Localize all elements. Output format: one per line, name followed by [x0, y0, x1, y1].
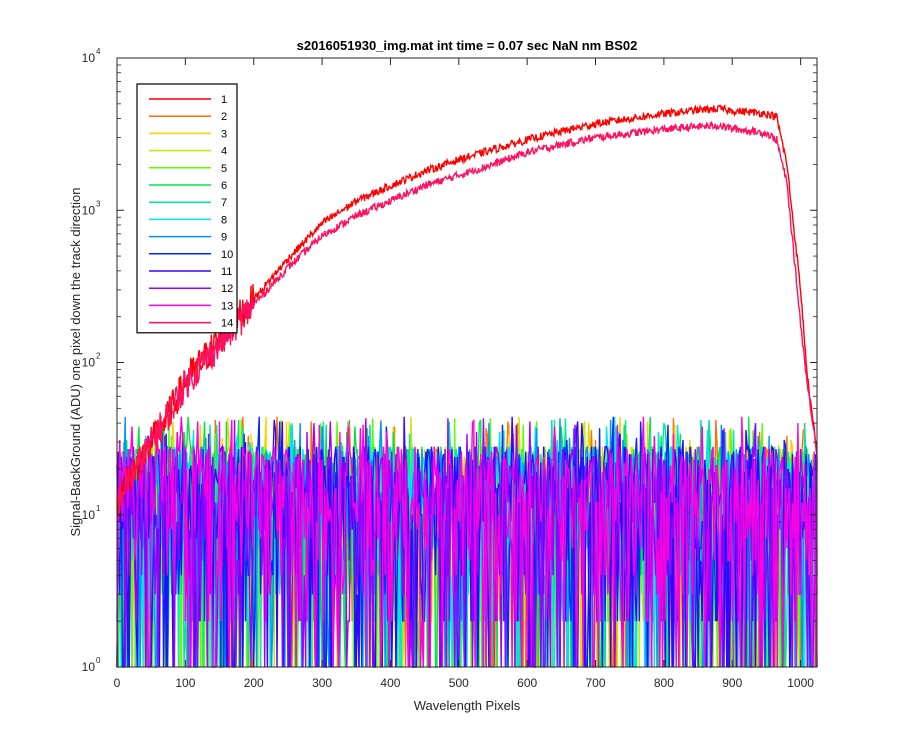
x-tick-label: 200: [244, 676, 264, 690]
legend-label-2: 2: [221, 111, 227, 123]
x-tick-label: 800: [654, 676, 674, 690]
legend-label-14: 14: [221, 318, 233, 330]
legend-label-11: 11: [221, 266, 232, 278]
legend-label-5: 5: [221, 163, 227, 175]
legend-label-9: 9: [221, 232, 227, 244]
y-tick-exponent: 4: [96, 47, 101, 56]
x-tick-label: 1000: [787, 676, 814, 690]
x-tick-label: 300: [312, 676, 332, 690]
y-tick-base: 10: [82, 660, 96, 674]
y-tick-exponent: 2: [96, 352, 101, 361]
legend-label-7: 7: [221, 197, 227, 209]
series-line-13: [116, 416, 818, 668]
y-tick-label: 10 4: [82, 47, 101, 65]
y-tick-label: 10 2: [82, 352, 101, 370]
x-tick-label: 900: [722, 676, 742, 690]
x-tick-label: 100: [175, 676, 195, 690]
chart-title: s2016051930_img.mat int time = 0.07 sec …: [297, 38, 638, 53]
legend-label-8: 8: [221, 214, 227, 226]
y-tick-label: 10 1: [82, 504, 101, 522]
legend-box: [136, 83, 238, 334]
y-tick-base: 10: [82, 51, 96, 65]
y-tick-base: 10: [82, 508, 96, 522]
y-axis-title: Signal-BackGround (ADU) one pixel down t…: [68, 187, 83, 536]
legend-label-6: 6: [221, 180, 227, 192]
legend-label-10: 10: [221, 249, 233, 261]
y-tick-exponent: 3: [96, 199, 101, 208]
y-tick-label: 10 0: [82, 656, 101, 674]
y-tick-base: 10: [82, 356, 96, 370]
legend-label-12: 12: [221, 283, 233, 295]
y-tick-exponent: 0: [96, 656, 101, 665]
x-tick-label: 700: [586, 676, 606, 690]
legend-label-3: 3: [221, 128, 227, 140]
x-tick-label: 0: [114, 676, 121, 690]
x-tick-label: 500: [449, 676, 469, 690]
y-tick-base: 10: [82, 203, 96, 217]
x-axis-title: Wavelength Pixels: [414, 698, 521, 713]
legend-label-4: 4: [221, 146, 227, 158]
y-tick-label: 10 3: [82, 199, 101, 217]
legend-label-13: 13: [221, 300, 233, 312]
x-tick-label: 600: [517, 676, 537, 690]
legend-label-1: 1: [221, 94, 227, 106]
x-tick-label: 400: [380, 676, 400, 690]
y-tick-exponent: 1: [96, 504, 101, 513]
